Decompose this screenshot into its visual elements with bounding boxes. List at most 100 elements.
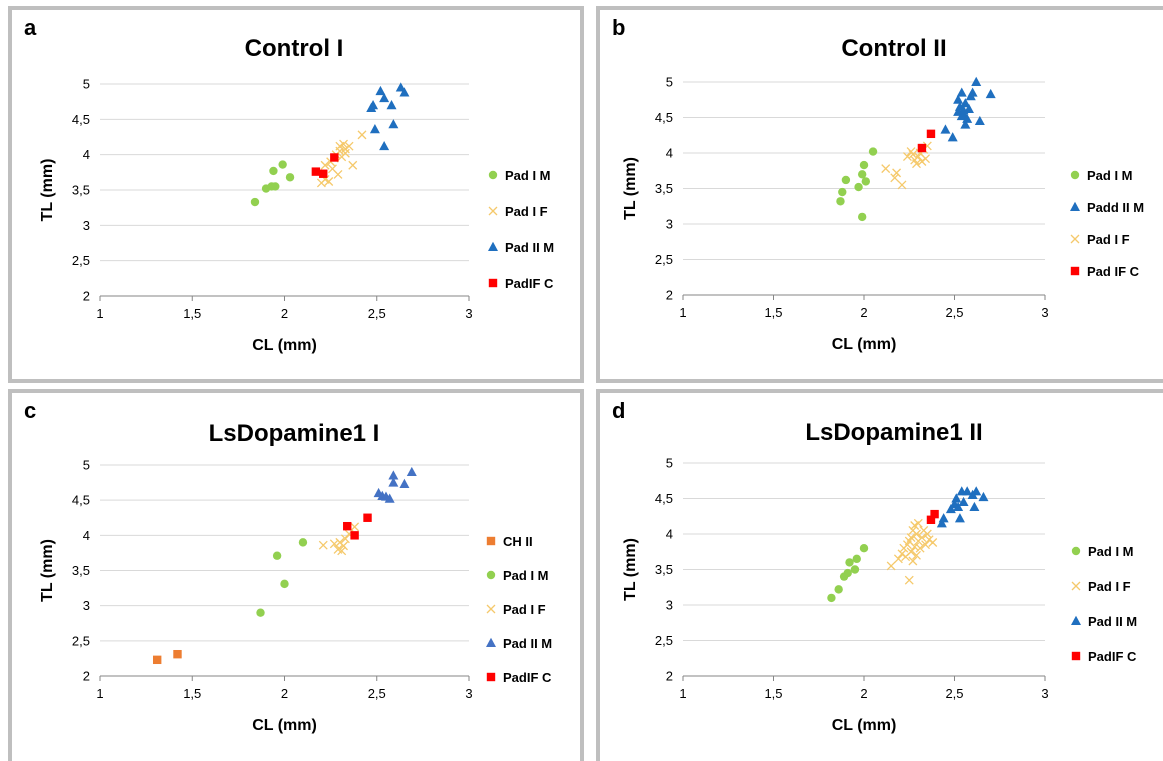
- legend-marker: [1071, 615, 1081, 625]
- data-point: [926, 129, 936, 139]
- legend-label: Pad I M: [1088, 544, 1134, 559]
- data-point: [954, 513, 965, 523]
- series-x: [881, 141, 932, 190]
- y-tick-label: 4: [83, 147, 90, 162]
- data-point: [256, 608, 265, 617]
- scatter-chart-c: c LsDopamine1 I 2 2,5 3 3,5 4 4,5 5 1 1,5 2 2,5 3 CL (…: [24, 398, 552, 734]
- scatter-chart-a: a Control I 2 2,5 3 3,5 4 4,5 5 1 1,5 2 2,5 3 CL (mm) T…: [24, 15, 554, 354]
- data-point: [953, 94, 964, 104]
- data-point: [379, 92, 390, 103]
- data-point: [319, 169, 328, 178]
- panel-letter: a: [24, 15, 37, 40]
- x-tick-label: 3: [1041, 686, 1048, 701]
- x-tick-label: 1,5: [764, 305, 782, 320]
- data-point: [912, 550, 921, 560]
- panel-letter: c: [24, 398, 36, 423]
- legend-label: Padd II M: [1087, 200, 1144, 215]
- data-point: [854, 182, 863, 192]
- data-point: [843, 568, 852, 578]
- x-axis-title: CL (mm): [832, 717, 897, 734]
- series-triangle: [940, 76, 996, 142]
- data-point: [318, 540, 328, 550]
- legend: Pad I M Pad I F Pad II M PadIF C: [1071, 544, 1137, 664]
- legend-marker: [486, 604, 496, 614]
- x-tick-label: 1: [96, 686, 103, 701]
- legend-marker: [488, 278, 498, 288]
- data-point: [859, 160, 869, 170]
- y-tick-label: 3: [666, 217, 673, 232]
- data-point: [339, 541, 348, 551]
- y-tick-label: 5: [666, 456, 673, 471]
- legend-marker: [486, 536, 496, 546]
- data-point: [912, 529, 921, 539]
- data-point: [272, 551, 282, 560]
- series-x: [316, 130, 367, 188]
- panel-c: c LsDopamine1 I 2 2,5 3 3,5 4 4,5 5 1 1,5 2 2,5 3 CL (…: [8, 389, 584, 761]
- data-point: [395, 82, 406, 92]
- legend-label: Pad II M: [505, 240, 554, 255]
- data-point: [915, 543, 925, 553]
- x-tick-label: 3: [465, 306, 472, 321]
- data-point: [337, 546, 347, 556]
- data-point: [917, 533, 927, 543]
- data-point: [827, 593, 836, 603]
- data-point: [928, 538, 938, 547]
- data-point: [904, 575, 914, 585]
- y-tick-label: 2: [666, 288, 673, 303]
- panel-letter: b: [612, 15, 625, 40]
- data-point: [893, 554, 903, 564]
- x-tick-label: 1,5: [183, 686, 201, 701]
- legend-label: Pad I M: [503, 568, 549, 583]
- data-point: [859, 544, 869, 553]
- legend-marker: [488, 241, 498, 251]
- data-point: [892, 168, 902, 178]
- series-square: [152, 649, 182, 665]
- panel-b: b Control II 2 2,5 3 3,5 4 4,5 5 1 1,5 2 2,5 3 CL (mm)…: [596, 6, 1163, 383]
- data-point: [906, 147, 916, 157]
- legend-label: Pad I F: [503, 602, 546, 617]
- legend-label: Pad I M: [1087, 168, 1133, 183]
- data-point: [861, 177, 871, 186]
- y-tick-label: 2,5: [72, 633, 90, 648]
- data-point: [836, 197, 845, 206]
- y-tick-label: 3,5: [72, 563, 90, 578]
- data-point: [368, 100, 379, 110]
- x-tick-label: 2,5: [368, 306, 386, 321]
- y-tick-label: 5: [666, 75, 673, 90]
- data-point: [311, 167, 321, 176]
- chart-title: LsDopamine1 II: [805, 419, 982, 446]
- data-point: [350, 522, 360, 532]
- data-point: [908, 556, 918, 566]
- series-square: [917, 129, 936, 153]
- y-tick-label: 3,5: [655, 562, 673, 577]
- data-point: [278, 160, 287, 169]
- data-point: [329, 539, 339, 549]
- y-tick-label: 4,5: [655, 491, 673, 506]
- data-point: [384, 493, 395, 503]
- y-tick-label: 3,5: [655, 181, 673, 196]
- y-tick-label: 2: [83, 289, 90, 304]
- legend-label: Pad I F: [1087, 232, 1130, 247]
- data-point: [890, 173, 900, 183]
- panel-a: a Control I 2 2,5 3 3,5 4 4,5 5 1 1,5 2 2,5 3 CL (mm) T…: [8, 6, 584, 383]
- data-point: [962, 486, 973, 496]
- data-point: [906, 547, 916, 557]
- data-point: [850, 565, 860, 574]
- y-tick-label: 2,5: [72, 253, 90, 268]
- data-point: [962, 113, 973, 123]
- data-point: [269, 166, 278, 176]
- chart-title: LsDopamine1 I: [209, 420, 380, 447]
- legend-marker: [1071, 581, 1081, 591]
- data-point: [343, 521, 352, 531]
- data-point: [926, 515, 936, 524]
- series-triangle: [373, 466, 417, 503]
- y-tick-label: 2,5: [655, 252, 673, 267]
- data-point: [908, 149, 918, 159]
- data-point: [388, 477, 399, 487]
- legend-label: PadIF C: [1088, 649, 1137, 664]
- legend-marker: [1071, 546, 1081, 556]
- series-triangle: [366, 82, 410, 151]
- data-point: [930, 509, 939, 519]
- data-point: [922, 529, 932, 539]
- data-point: [906, 533, 916, 543]
